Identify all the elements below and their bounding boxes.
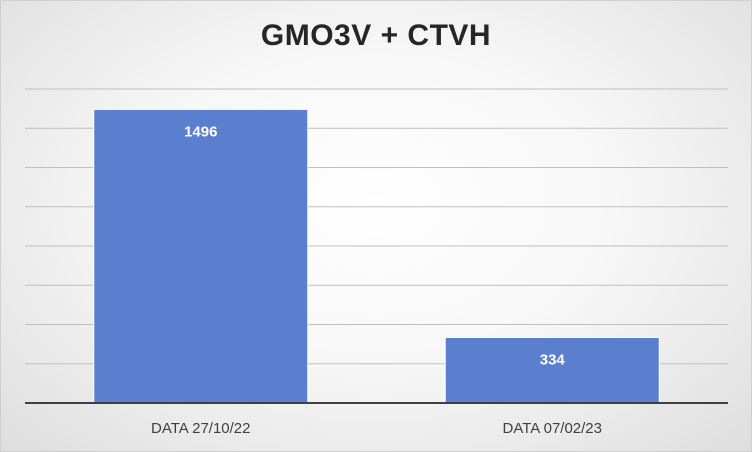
bars xyxy=(93,108,660,404)
data-label: 1496 xyxy=(184,123,217,140)
x-tick-label: DATA 07/02/23 xyxy=(502,420,602,437)
chart-title: GMO3V + CTVH xyxy=(260,19,492,52)
data-label: 334 xyxy=(540,351,566,368)
bar xyxy=(444,336,660,404)
labels: 1496 DATA 27/10/22 334 DATA 07/02/23 xyxy=(151,123,602,437)
x-tick-label: DATA 27/10/22 xyxy=(151,420,251,437)
bar xyxy=(93,108,309,404)
